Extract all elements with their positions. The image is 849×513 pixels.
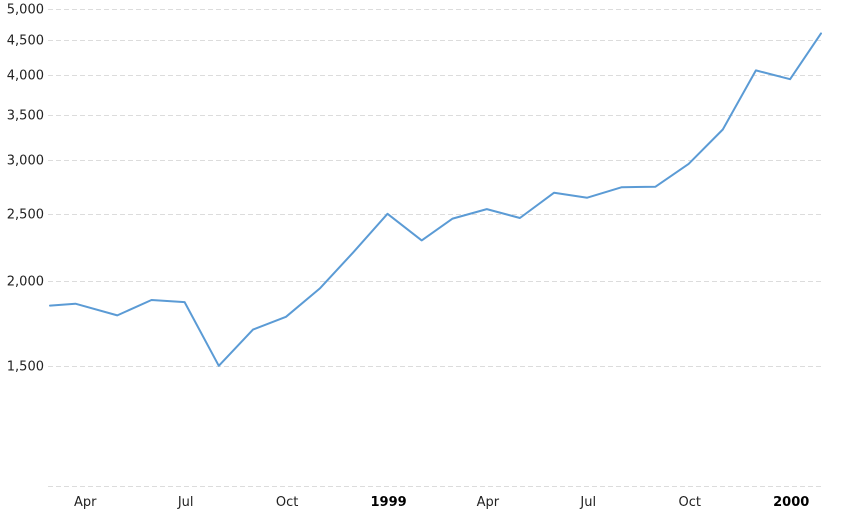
y-tick-label: 2,500 <box>7 208 44 223</box>
x-tick-label: Apr <box>74 495 97 510</box>
data-point <box>518 216 522 220</box>
y-tick-label: 1,500 <box>7 360 44 375</box>
data-point <box>183 300 187 304</box>
data-point <box>451 217 455 221</box>
data-point <box>386 212 390 216</box>
data-point <box>420 238 424 242</box>
data-point <box>217 364 221 368</box>
data-point <box>73 302 77 306</box>
y-tick-label: 3,500 <box>7 109 44 124</box>
data-point <box>284 315 288 319</box>
x-tick-label: 1999 <box>371 495 407 510</box>
data-point <box>754 68 758 72</box>
y-tick-label: 4,500 <box>7 34 44 49</box>
data-point <box>251 328 255 332</box>
data-point <box>351 250 355 254</box>
data-point <box>318 286 322 290</box>
data-point <box>585 196 589 200</box>
data-point <box>721 128 725 132</box>
y-axis-tick-labels: 1,500 2,000 2,500 3,000 3,500 4,000 4,500 5,000 <box>7 3 44 375</box>
x-tick-label: 2000 <box>773 495 809 510</box>
data-point <box>654 185 658 189</box>
data-point <box>115 313 119 317</box>
data-point <box>619 185 623 189</box>
x-tick-label: Apr <box>477 495 500 510</box>
data-point <box>819 31 823 35</box>
x-tick-label: Oct <box>276 495 298 510</box>
y-tick-label: 2,000 <box>7 275 44 290</box>
data-point <box>552 191 556 195</box>
series-line-0 <box>49 32 822 367</box>
data-point <box>48 304 52 308</box>
y-gridlines <box>48 9 822 487</box>
y-tick-label: 5,000 <box>7 3 44 18</box>
data-point <box>485 207 489 211</box>
data-point <box>687 162 691 166</box>
data-point <box>150 298 154 302</box>
x-tick-label: Jul <box>177 495 194 510</box>
y-tick-label: 3,000 <box>7 154 44 169</box>
data-point <box>788 77 792 81</box>
x-tick-label: Oct <box>679 495 701 510</box>
y-tick-label: 4,000 <box>7 69 44 84</box>
series-layer <box>48 31 823 368</box>
x-axis-tick-labels: Apr Jul Oct 1999 Apr Jul Oct 2000 <box>74 495 809 510</box>
x-tick-label: Jul <box>579 495 596 510</box>
